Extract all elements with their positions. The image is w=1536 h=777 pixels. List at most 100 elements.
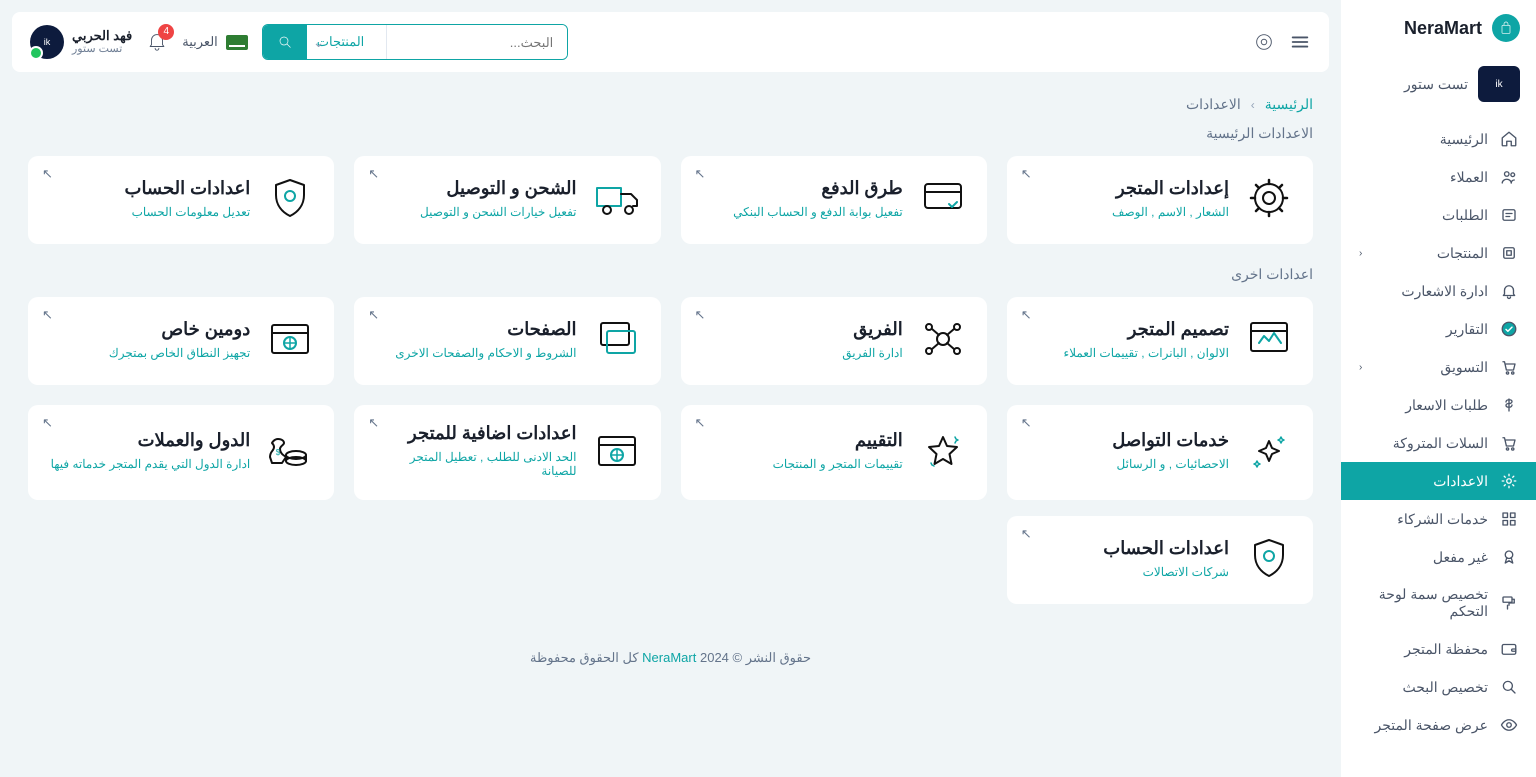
bell-icon xyxy=(1500,282,1518,300)
brand-name: NeraMart xyxy=(1404,18,1482,39)
breadcrumb-home[interactable]: الرئيسية xyxy=(1265,96,1313,113)
breadcrumb-sep: › xyxy=(1251,98,1255,112)
footer-brand[interactable]: NeraMart xyxy=(642,650,696,665)
orders-icon xyxy=(1500,206,1518,224)
sidebar-item-0[interactable]: الرئيسية xyxy=(1341,120,1536,158)
products-icon xyxy=(1500,244,1518,262)
card-sub: الشعار , الاسم , الوصف xyxy=(1027,205,1229,219)
menu-toggle-icon[interactable] xyxy=(1289,31,1311,53)
sidebar-item-label: عرض صفحة المتجر xyxy=(1374,717,1488,734)
card-body: طرق الدفع تفعيل بوابة الدفع و الحساب الب… xyxy=(701,178,903,219)
avatar: ik xyxy=(30,25,64,59)
settings-card[interactable]: ↖ خدمات التواصل الاحصائيات , و الرسائل xyxy=(1007,405,1313,500)
sidebar-item-11[interactable]: غير مفعل xyxy=(1341,538,1536,576)
settings-card[interactable]: ↖ اعدادات الحساب تعديل معلومات الحساب xyxy=(28,156,334,244)
card-title: الدول والعملات xyxy=(48,430,250,451)
card-title: خدمات التواصل xyxy=(1027,430,1229,451)
footer-pre: حقوق النشر © 2024 xyxy=(696,650,811,665)
card-body: تصميم المتجر الالوان , البانرات , تقييما… xyxy=(1027,319,1229,360)
settings-card[interactable]: ↖ التقييم تقييمات المتجر و المنتجات xyxy=(681,405,987,500)
check-icon xyxy=(1500,320,1518,338)
sidebar-item-label: الطلبات xyxy=(1442,207,1488,224)
sidebar-item-label: السلات المتروكة xyxy=(1393,435,1488,452)
settings-card[interactable]: ↖ الفريق ادارة الفريق xyxy=(681,297,987,385)
settings-card[interactable]: ↖ الدول والعملات ادارة الدول التي يقدم ا… xyxy=(28,405,334,500)
settings-card[interactable]: ↖ اعدادات الحساب شركات الاتصالات xyxy=(1007,516,1313,604)
sidebar-item-7[interactable]: طلبات الاسعار xyxy=(1341,386,1536,424)
open-arrow-icon: ↖ xyxy=(1021,166,1032,182)
search-button[interactable] xyxy=(263,25,307,59)
card-body: دومين خاص تجهيز النطاق الخاص بمتجرك xyxy=(48,319,250,360)
store-block[interactable]: ik تست ستور xyxy=(1341,56,1536,120)
dollar-icon xyxy=(1500,396,1518,414)
card-sub: تفعيل بوابة الدفع و الحساب البنكي xyxy=(701,205,903,219)
store-thumb-icon: ik xyxy=(1478,66,1520,102)
notifications-button[interactable]: 4 xyxy=(146,30,168,55)
sidebar-item-9[interactable]: الاعدادات xyxy=(1341,462,1536,500)
card-body: الدول والعملات ادارة الدول التي يقدم الم… xyxy=(48,430,250,471)
sidebar-item-label: غير مفعل xyxy=(1433,549,1488,566)
target-icon[interactable] xyxy=(1253,31,1275,53)
language-switch[interactable]: العربية xyxy=(182,34,248,50)
settings-card[interactable]: ↖ إعدادات المتجر الشعار , الاسم , الوصف xyxy=(1007,156,1313,244)
sidebar-item-label: الرئيسية xyxy=(1440,131,1488,148)
section-title-other: اعدادات اخرى xyxy=(0,260,1341,297)
sidebar-item-label: طلبات الاسعار xyxy=(1405,397,1488,414)
brand[interactable]: NeraMart xyxy=(1341,0,1536,56)
sidebar-item-12[interactable]: تخصيص سمة لوحة التحكم xyxy=(1341,576,1536,630)
eye-icon xyxy=(1500,716,1518,734)
settings-card[interactable]: ↖ طرق الدفع تفعيل بوابة الدفع و الحساب ا… xyxy=(681,156,987,244)
sidebar-item-3[interactable]: المنتجات ‹ xyxy=(1341,234,1536,272)
cards-grid-other: ↖ تصميم المتجر الالوان , البانرات , تقيي… xyxy=(0,297,1341,516)
card-sub: الشروط و الاحكام والصفحات الاخرى xyxy=(374,346,576,360)
card-body: التقييم تقييمات المتجر و المنتجات xyxy=(701,430,903,471)
nav: الرئيسية العملاء الطلبات المنتجات ‹ ادار… xyxy=(1341,120,1536,744)
sidebar-item-label: تخصيص سمة لوحة التحكم xyxy=(1359,586,1488,620)
card-body: الشحن و التوصيل تفعيل خيارات الشحن و الت… xyxy=(374,178,576,219)
domain-icon xyxy=(266,315,314,363)
sidebar-item-15[interactable]: عرض صفحة المتجر xyxy=(1341,706,1536,744)
open-arrow-icon: ↖ xyxy=(368,307,379,323)
layout-icon xyxy=(1245,315,1293,363)
language-label: العربية xyxy=(182,34,218,50)
sidebar-item-2[interactable]: الطلبات xyxy=(1341,196,1536,234)
footer: حقوق النشر © 2024 NeraMart كل الحقوق محف… xyxy=(0,634,1341,688)
sidebar-item-label: الاعدادات xyxy=(1433,473,1488,490)
search-input[interactable] xyxy=(387,25,567,59)
user-menu[interactable]: فهد الحربي تست ستور ik xyxy=(30,25,132,59)
sidebar-item-4[interactable]: ادارة الاشعارت xyxy=(1341,272,1536,310)
sidebar-item-5[interactable]: التقارير xyxy=(1341,310,1536,348)
user-text: فهد الحربي تست ستور xyxy=(72,28,132,57)
sidebar-item-14[interactable]: تخصيص البحث xyxy=(1341,668,1536,706)
sidebar-item-8[interactable]: السلات المتروكة xyxy=(1341,424,1536,462)
cards-grid-main: ↖ إعدادات المتجر الشعار , الاسم , الوصف … xyxy=(0,156,1341,260)
open-arrow-icon: ↖ xyxy=(695,307,706,323)
sidebar-item-10[interactable]: خدمات الشركاء xyxy=(1341,500,1536,538)
star-icon xyxy=(919,427,967,475)
sidebar-item-label: العملاء xyxy=(1450,169,1488,186)
settings-card[interactable]: ↖ دومين خاص تجهيز النطاق الخاص بمتجرك xyxy=(28,297,334,385)
settings-card[interactable]: ↖ تصميم المتجر الالوان , البانرات , تقيي… xyxy=(1007,297,1313,385)
settings-card[interactable]: ↖ الشحن و التوصيل تفعيل خيارات الشحن و ا… xyxy=(354,156,660,244)
settings-card[interactable]: ↖ اعدادات اضافية للمتجر الحد الادنى للطل… xyxy=(354,405,660,500)
footer-post: كل الحقوق محفوظة xyxy=(530,650,642,665)
sidebar-item-label: المنتجات xyxy=(1437,245,1488,262)
card-title: اعدادات اضافية للمتجر xyxy=(374,423,576,444)
card-body: خدمات التواصل الاحصائيات , و الرسائل xyxy=(1027,430,1229,471)
sidebar-item-1[interactable]: العملاء xyxy=(1341,158,1536,196)
settings-card[interactable]: ↖ الصفحات الشروط و الاحكام والصفحات الاخ… xyxy=(354,297,660,385)
sidebar-item-13[interactable]: محفظة المتجر xyxy=(1341,630,1536,668)
pages-icon xyxy=(593,315,641,363)
brand-logo-icon xyxy=(1492,14,1520,42)
card-sub: ادارة الفريق xyxy=(701,346,903,360)
card-title: اعدادات الحساب xyxy=(1027,538,1229,559)
sidebar-item-label: التقارير xyxy=(1446,321,1488,338)
card-sub: تجهيز النطاق الخاص بمتجرك xyxy=(48,346,250,360)
sidebar-item-6[interactable]: التسويق ‹ xyxy=(1341,348,1536,386)
team-icon xyxy=(919,315,967,363)
users-icon xyxy=(1500,168,1518,186)
sidebar-item-label: ادارة الاشعارت xyxy=(1401,283,1488,300)
user-name: فهد الحربي xyxy=(72,28,132,44)
search-category-select[interactable]: المنتجات xyxy=(307,25,388,59)
sparkle-icon xyxy=(1245,427,1293,475)
